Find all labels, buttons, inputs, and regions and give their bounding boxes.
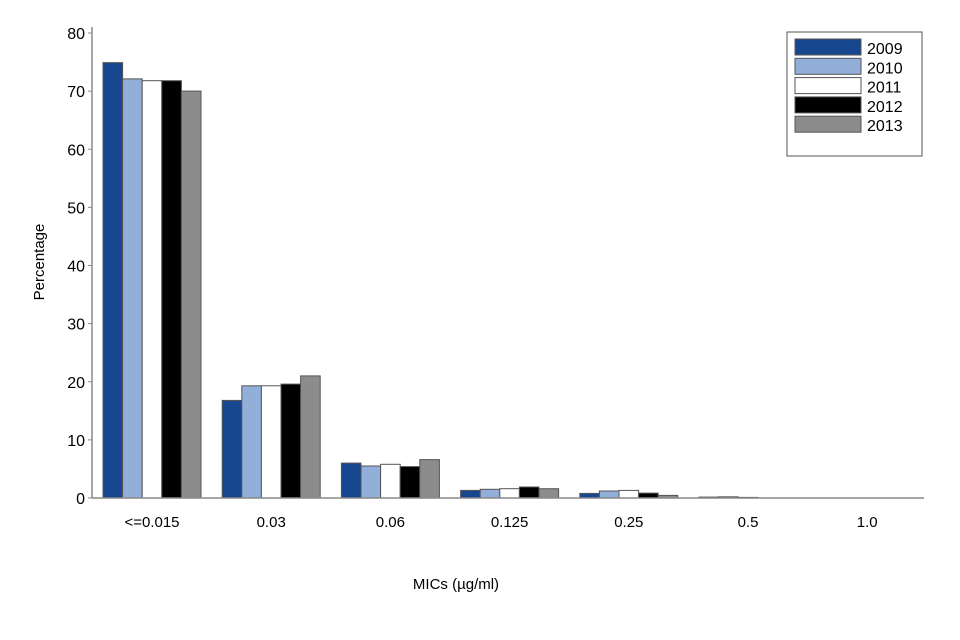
bar-2012 (518, 486, 540, 499)
legend-item-2012: 2012 (794, 96, 903, 116)
bar-2011 (380, 463, 401, 499)
legend-item-2009: 2009 (794, 38, 903, 58)
legend-item-2010: 2010 (794, 57, 903, 77)
x-axis: <=0.015 0.03 0.06 0.125 0.25 0.5 1.0 (92, 497, 924, 531)
y-tick-label: 80 (67, 26, 85, 43)
legend-item-2011: 2011 (794, 77, 902, 97)
legend-swatch (794, 115, 862, 133)
bar-2010 (241, 385, 262, 499)
bar-2009 (340, 462, 362, 499)
y-tick-label: 0 (76, 491, 85, 508)
bar-group (221, 375, 321, 499)
legend-swatch (794, 77, 862, 95)
x-tick-label: 0.03 (257, 514, 286, 531)
plot-area (102, 62, 759, 499)
legend-label: 2013 (867, 118, 903, 135)
bar-2010 (360, 465, 382, 499)
legend-swatch (794, 96, 862, 114)
bar-2012 (280, 383, 302, 499)
legend: 2009 2010 2011 2012 2013 (786, 31, 923, 157)
bar-2010 (122, 78, 143, 499)
legend-swatch (794, 38, 862, 56)
bar-2011 (618, 489, 640, 499)
legend-item-2013: 2013 (794, 115, 903, 135)
x-tick-label: 0.06 (376, 514, 405, 531)
bar-2013 (419, 459, 440, 499)
x-tick-label: 0.25 (614, 514, 643, 531)
bar-2009 (460, 489, 481, 499)
legend-label: 2009 (867, 41, 903, 58)
legend-swatch (794, 57, 862, 75)
bar-2009 (221, 399, 243, 499)
bar-2010 (479, 488, 501, 499)
y-tick-label: 60 (67, 142, 85, 159)
bar-2010 (598, 490, 620, 499)
bar-2012 (161, 80, 182, 499)
x-tick-label: 0.125 (491, 514, 529, 531)
bar-2011 (141, 80, 163, 499)
bar-group (340, 459, 440, 499)
y-tick-label: 40 (67, 259, 85, 276)
y-axis-title: Percentage (31, 224, 48, 301)
bar-2013 (300, 375, 321, 499)
x-tick-label: 1.0 (857, 514, 878, 531)
y-tick-label: 10 (67, 433, 85, 450)
bar-2011 (499, 488, 520, 499)
x-tick-label: 0.5 (738, 514, 759, 531)
legend-label: 2011 (867, 80, 902, 97)
bar-group (460, 486, 560, 499)
x-axis-title: MICs (µg/ml) (413, 576, 499, 593)
y-axis: 0 10 20 30 40 50 60 70 80 (67, 26, 93, 508)
y-tick-label: 50 (67, 200, 85, 217)
y-tick-label: 70 (67, 84, 85, 101)
x-tick-label: <=0.015 (124, 514, 179, 531)
legend-label: 2012 (867, 99, 903, 116)
bar-group (102, 62, 202, 499)
bar-group (579, 489, 679, 499)
legend-label: 2010 (867, 60, 903, 77)
y-tick-label: 30 (67, 317, 85, 334)
bar-2009 (102, 62, 124, 499)
bar-2013 (538, 488, 560, 499)
y-tick-label: 20 (67, 375, 85, 392)
bar-2013 (180, 90, 202, 499)
bar-2011 (260, 385, 282, 499)
bar-2012 (399, 466, 421, 499)
